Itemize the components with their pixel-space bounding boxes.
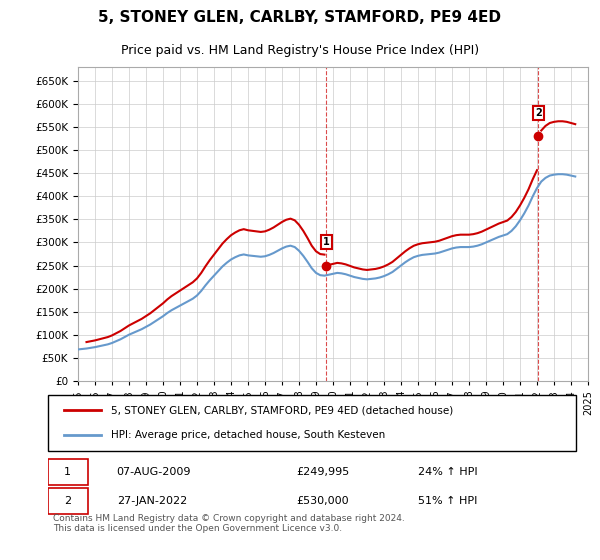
- Text: 2: 2: [535, 108, 542, 118]
- Text: 24% ↑ HPI: 24% ↑ HPI: [418, 466, 477, 477]
- Text: 5, STONEY GLEN, CARLBY, STAMFORD, PE9 4ED: 5, STONEY GLEN, CARLBY, STAMFORD, PE9 4E…: [98, 10, 502, 25]
- Text: HPI: Average price, detached house, South Kesteven: HPI: Average price, detached house, Sout…: [112, 430, 386, 440]
- FancyBboxPatch shape: [48, 488, 88, 514]
- FancyBboxPatch shape: [48, 459, 88, 484]
- FancyBboxPatch shape: [48, 395, 576, 451]
- Text: £249,995: £249,995: [296, 466, 349, 477]
- Text: £530,000: £530,000: [296, 496, 349, 506]
- Text: 5, STONEY GLEN, CARLBY, STAMFORD, PE9 4ED (detached house): 5, STONEY GLEN, CARLBY, STAMFORD, PE9 4E…: [112, 405, 454, 416]
- Text: Contains HM Land Registry data © Crown copyright and database right 2024.
This d: Contains HM Land Registry data © Crown c…: [53, 514, 405, 533]
- Text: 1: 1: [64, 466, 71, 477]
- Text: 1: 1: [323, 237, 329, 247]
- Text: 27-JAN-2022: 27-JAN-2022: [116, 496, 187, 506]
- Text: Price paid vs. HM Land Registry's House Price Index (HPI): Price paid vs. HM Land Registry's House …: [121, 44, 479, 57]
- Text: 2: 2: [64, 496, 71, 506]
- Text: 51% ↑ HPI: 51% ↑ HPI: [418, 496, 477, 506]
- Text: 07-AUG-2009: 07-AUG-2009: [116, 466, 191, 477]
